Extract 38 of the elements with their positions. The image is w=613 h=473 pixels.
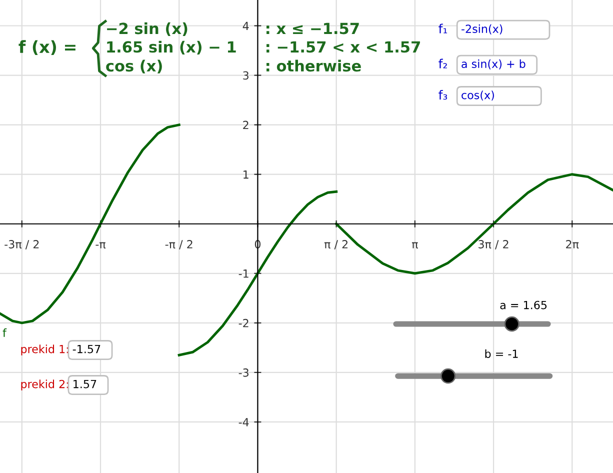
annotation: f₁ <box>438 24 448 34</box>
annotation: prekid 2: <box>21 380 68 390</box>
annotation: 1.65 sin (x) − 1 <box>107 40 236 54</box>
annotation: : −1.57 < x < 1.57 <box>266 41 420 53</box>
annotation: f (x) = <box>18 40 76 56</box>
annotation: a sin(x) + b <box>462 59 526 70</box>
y-tick-label: 2 <box>243 120 248 130</box>
annotation: prekid 1: <box>21 344 68 356</box>
x-tick-label: π <box>412 242 418 248</box>
y-tick-label: 1 <box>244 170 248 179</box>
y-tick-label: 3 <box>243 71 248 80</box>
annotation: −2 sin (x) <box>107 22 188 36</box>
annotation: 1.57 <box>74 380 96 388</box>
series-label: f <box>2 328 7 337</box>
y-tick-label: 4 <box>242 22 249 30</box>
x-tick-label: 3π / 2 <box>478 240 508 250</box>
annotation: : x ≤ −1.57 <box>266 22 359 34</box>
x-tick-label: 2π <box>566 240 579 248</box>
annotation: b = -1 <box>485 349 518 358</box>
annotation: -1.57 <box>72 344 100 354</box>
line-series <box>335 173 613 275</box>
y-tick-label: -2 <box>238 318 248 328</box>
x-tick-label: -π / 2 <box>165 240 192 250</box>
y-tick-label: -4 <box>238 418 249 426</box>
annotation: a = 1.65 <box>500 300 547 310</box>
annotation: : otherwise <box>266 60 361 72</box>
annotation: cos(x) <box>462 90 494 101</box>
line-series <box>0 124 180 324</box>
annotation: f₃ <box>438 90 448 100</box>
x-tick-label: -3π / 2 <box>4 240 39 250</box>
x-tick-label: π / 2 <box>324 240 348 250</box>
y-tick-label: -1 <box>238 270 248 278</box>
x-tick-label: -π <box>96 242 106 248</box>
annotation: cos (x) <box>106 60 162 74</box>
line-series <box>178 190 338 356</box>
annotation: -2sin(x) <box>462 24 502 34</box>
annotation: f₂ <box>438 58 447 68</box>
y-tick-label: -3 <box>238 368 248 377</box>
